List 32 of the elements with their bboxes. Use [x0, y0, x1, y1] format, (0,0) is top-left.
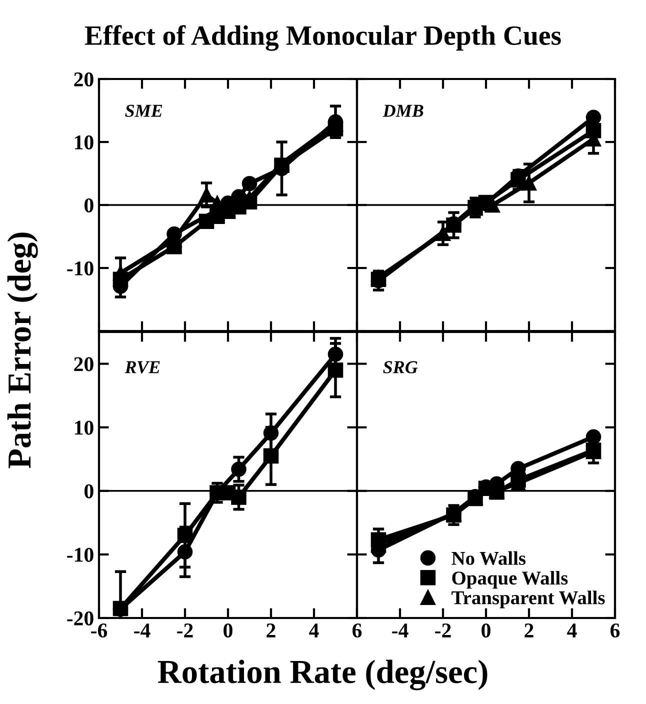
chart-title: Effect of Adding Monocular Depth Cues [84, 25, 561, 51]
x-tick-label: 2 [524, 624, 534, 638]
y-axis-title: Path Error (deg) [7, 232, 38, 468]
y-tick-label: 10 [74, 420, 94, 435]
x-tick-label: 4 [567, 624, 577, 638]
annotation: SRG [383, 361, 418, 374]
x-tick-label: 4 [309, 624, 319, 638]
annotation: DMB [382, 104, 424, 117]
legend-label: No Walls [452, 551, 526, 566]
y-tick-label: 0 [84, 484, 94, 498]
x-tick-label: 0 [224, 623, 232, 638]
x-tick-label: -2 [177, 624, 193, 638]
y-tick-label: 10 [74, 135, 94, 150]
x-axis-title: Rotation Rate (deg/sec) [158, 660, 488, 690]
y-tick-label: -20 [67, 611, 94, 626]
y-tick-label: 20 [74, 357, 94, 372]
y-tick-label: 0 [84, 198, 94, 212]
x-tick-label: -4 [134, 624, 150, 638]
x-tick-label: 2 [266, 624, 276, 638]
legend-label: Opaque Walls [452, 570, 568, 589]
x-tick-label: -4 [392, 624, 408, 638]
x-tick-label: -6 [91, 624, 108, 638]
x-tick-label: -2 [435, 624, 451, 638]
x-tick-label: 0 [482, 623, 490, 638]
y-tick-label: -10 [67, 261, 94, 276]
legend-label: Transparent Walls [452, 590, 605, 608]
x-tick-label: 6 [352, 624, 362, 638]
x-tick-label: 6 [610, 624, 620, 638]
annotation: SME [125, 104, 162, 117]
y-tick-label: 20 [74, 72, 94, 86]
annotation: RVE [124, 361, 160, 374]
y-tick-label: -10 [67, 548, 94, 562]
